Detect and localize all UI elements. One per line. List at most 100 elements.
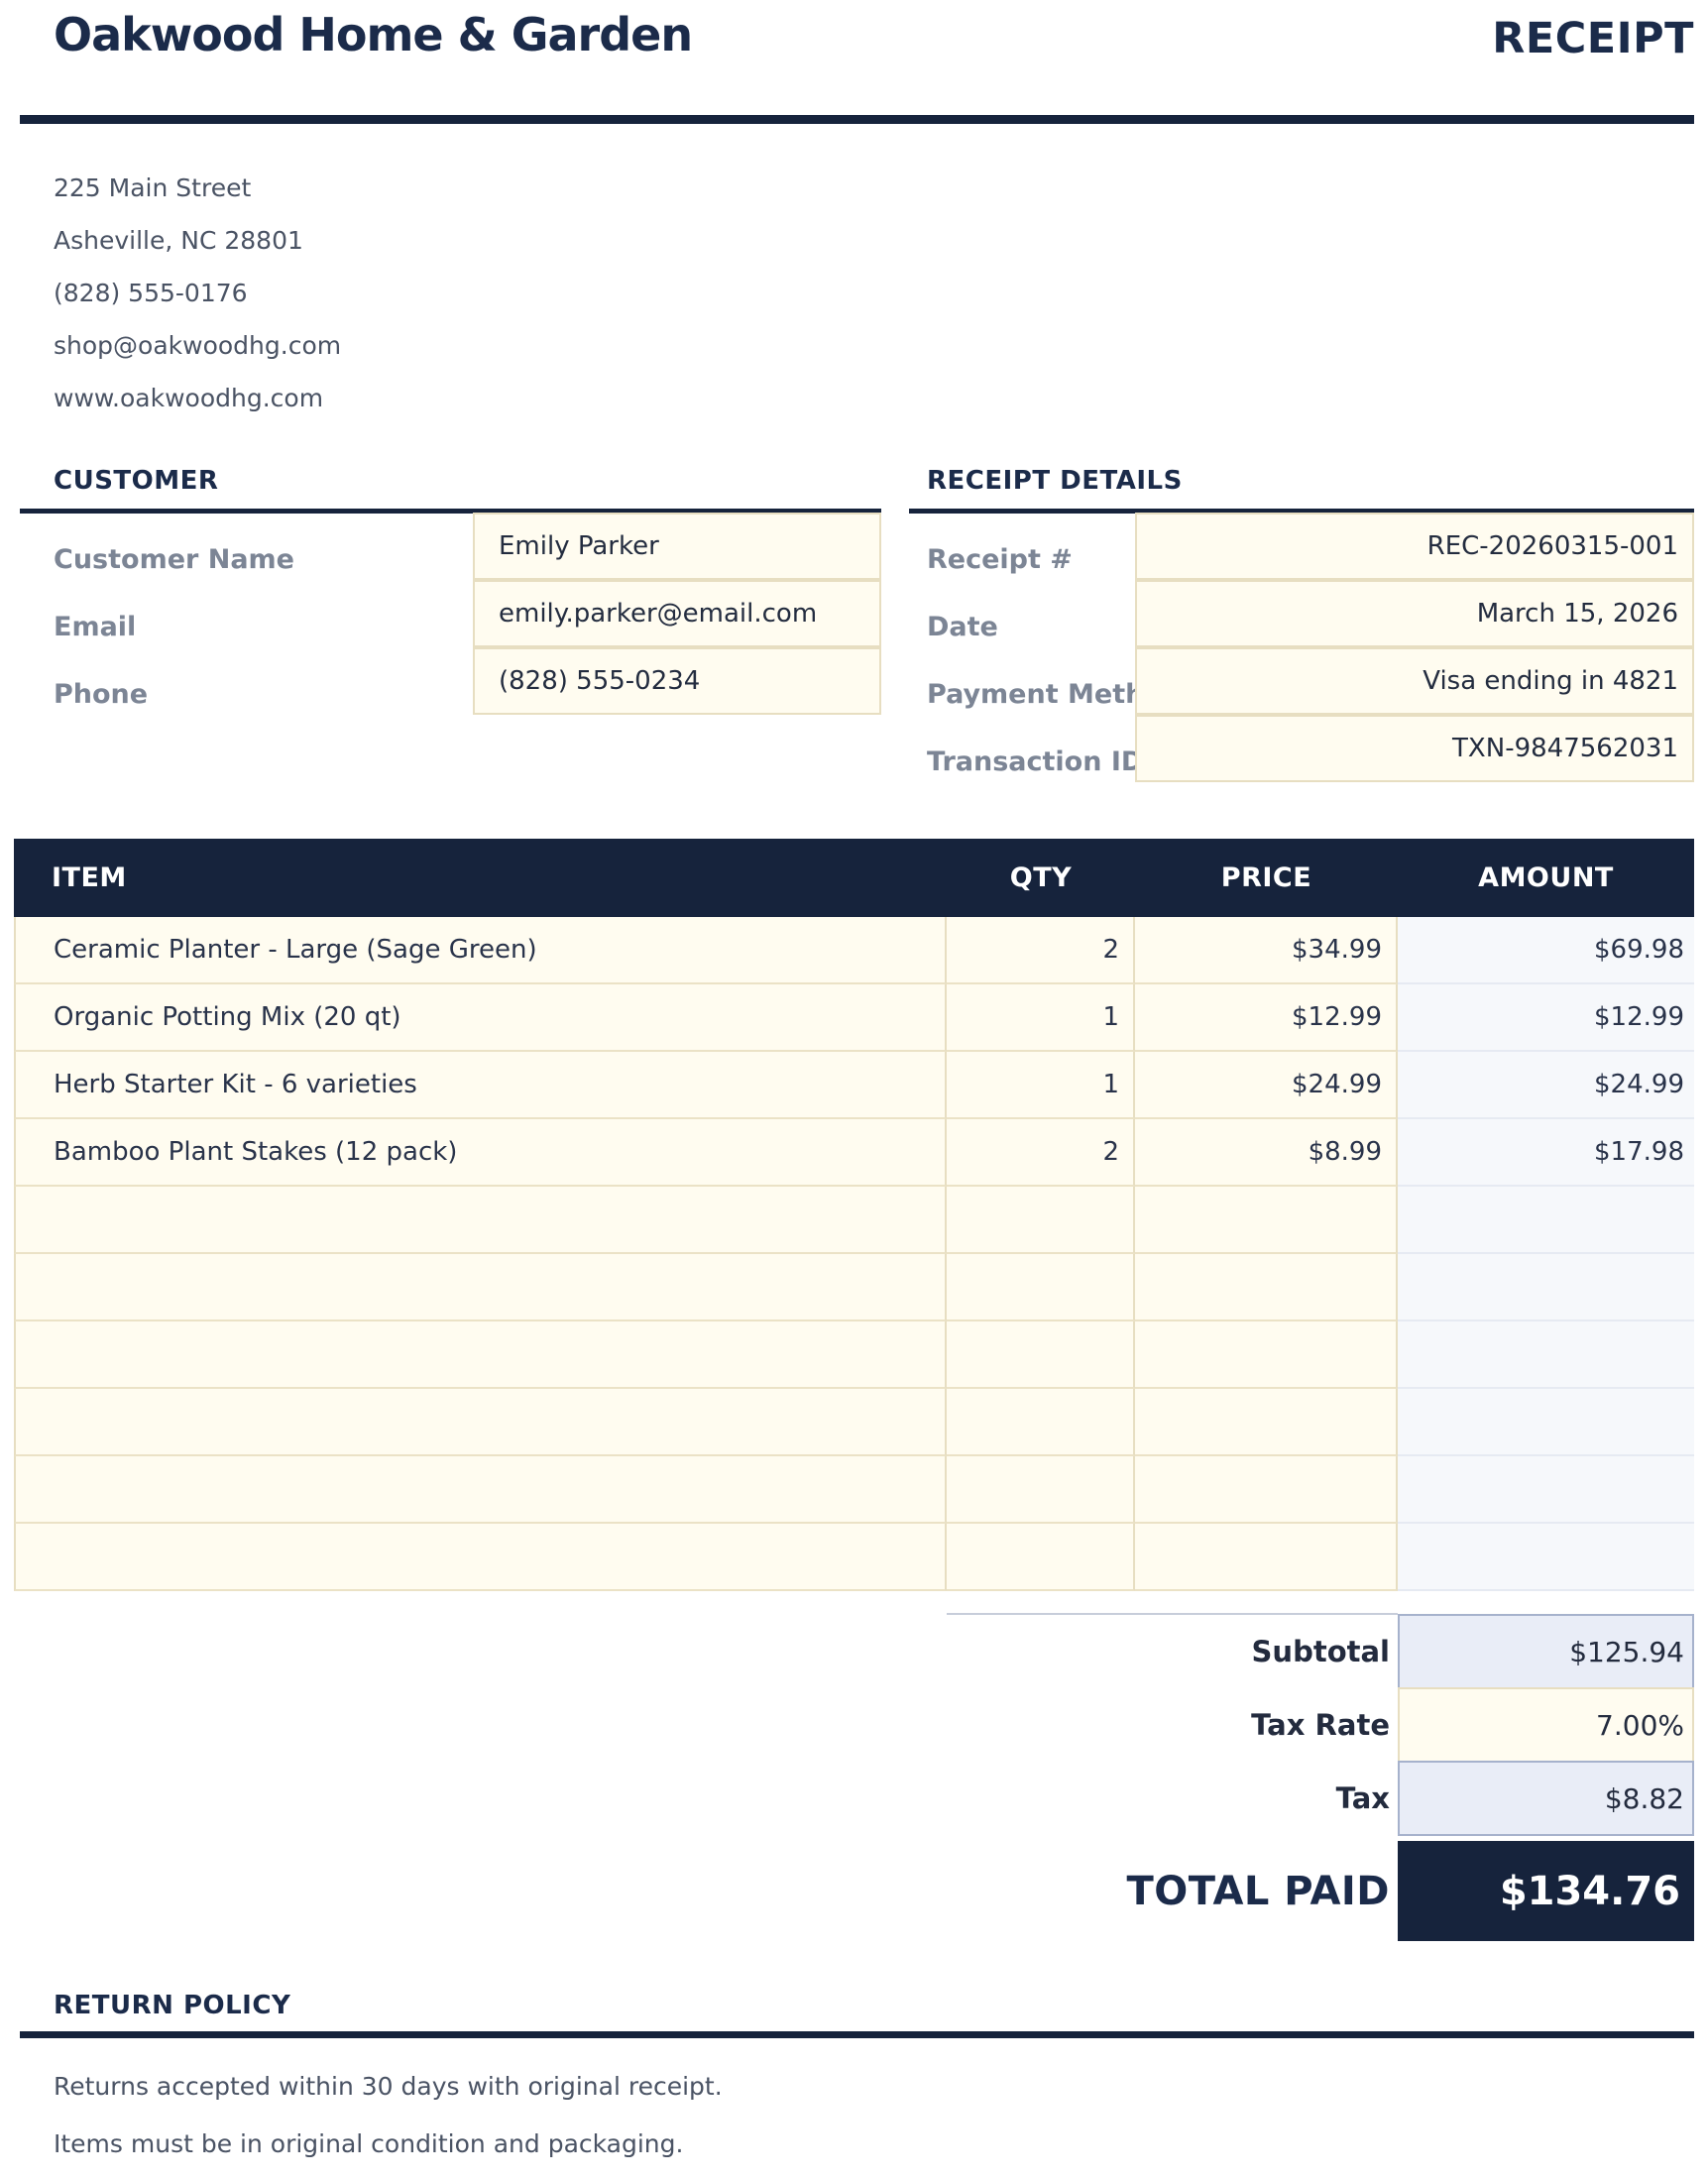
address-line-city: Asheville, NC 28801: [54, 226, 303, 255]
payment-method-value-box: Visa ending in 4821: [1135, 647, 1694, 715]
customer-email-value-box: emily.parker@email.com: [473, 580, 881, 647]
return-policy-divider: [20, 2031, 1694, 2038]
total-paid-label: TOTAL PAID: [1126, 1868, 1390, 1914]
receipt-date-value: March 15, 2026: [1476, 599, 1678, 629]
cell-item: [14, 1389, 947, 1456]
transaction-id-value: TXN-9847562031: [1452, 734, 1678, 763]
address-line-website: www.oakwoodhg.com: [54, 384, 324, 412]
cell-qty: [947, 1456, 1135, 1524]
payment-method-value: Visa ending in 4821: [1423, 666, 1678, 696]
return-policy-heading: RETURN POLICY: [54, 1991, 291, 2020]
customer-email-label: Email: [54, 612, 137, 642]
cell-amount: [1398, 1389, 1694, 1456]
table-row: Bamboo Plant Stakes (12 pack) 2 $8.99 $1…: [14, 1119, 1694, 1187]
cell-price: [1135, 1524, 1398, 1591]
cell-qty: [947, 1187, 1135, 1254]
cell-amount: [1398, 1524, 1694, 1591]
cell-price: [1135, 1187, 1398, 1254]
table-row-empty: [14, 1321, 1694, 1389]
table-row: Ceramic Planter - Large (Sage Green) 2 $…: [14, 917, 1694, 984]
customer-name-value-box: Emily Parker: [473, 513, 881, 580]
subtotal-value: $125.94: [1569, 1635, 1684, 1668]
cell-amount: $17.98: [1398, 1119, 1694, 1187]
cell-item: [14, 1456, 947, 1524]
customer-name-value: Emily Parker: [499, 531, 659, 561]
tax-rate-value: 7.00%: [1596, 1708, 1684, 1742]
cell-qty: [947, 1524, 1135, 1591]
company-address-block: 225 Main Street Asheville, NC 28801 (828…: [54, 162, 341, 424]
cell-qty: 1: [947, 1052, 1135, 1119]
cell-item: [14, 1187, 947, 1254]
tax-label: Tax: [1335, 1781, 1390, 1815]
cell-qty: [947, 1321, 1135, 1389]
cell-amount: $24.99: [1398, 1052, 1694, 1119]
customer-phone-label: Phone: [54, 679, 149, 710]
header-divider: [20, 115, 1694, 124]
column-header-amount: AMOUNT: [1478, 862, 1614, 893]
company-name: Oakwood Home & Garden: [54, 8, 693, 61]
receipt-details-section-heading: RECEIPT DETAILS: [927, 466, 1183, 496]
customer-name-label: Customer Name: [54, 544, 294, 575]
address-line-street: 225 Main Street: [54, 173, 252, 202]
cell-qty: 2: [947, 1119, 1135, 1187]
customer-email-value: emily.parker@email.com: [499, 599, 818, 629]
customer-section-divider: [20, 509, 881, 514]
cell-amount: [1398, 1456, 1694, 1524]
column-header-price: PRICE: [1220, 862, 1312, 893]
subtotal-label: Subtotal: [1251, 1635, 1390, 1668]
cell-item: [14, 1321, 947, 1389]
cell-amount: [1398, 1187, 1694, 1254]
cell-qty: [947, 1389, 1135, 1456]
subtotal-value-box: $125.94: [1398, 1614, 1694, 1689]
cell-price: $8.99: [1135, 1119, 1398, 1187]
column-header-qty: QTY: [1009, 862, 1073, 893]
cell-item: Ceramic Planter - Large (Sage Green): [14, 917, 947, 984]
address-line-phone: (828) 555-0176: [54, 279, 248, 307]
cell-price: [1135, 1321, 1398, 1389]
receipt-date-value-box: March 15, 2026: [1135, 580, 1694, 647]
tax-value-box: $8.82: [1398, 1761, 1694, 1836]
total-paid-value: $134.76: [1499, 1868, 1680, 1914]
cell-qty: [947, 1254, 1135, 1321]
items-table: ITEM QTY PRICE AMOUNT Ceramic Planter - …: [14, 839, 1694, 1591]
table-row: Organic Potting Mix (20 qt) 1 $12.99 $12…: [14, 984, 1694, 1052]
cell-price: $34.99: [1135, 917, 1398, 984]
receipt-details-section-divider: [909, 509, 1694, 514]
address-line-email: shop@oakwoodhg.com: [54, 331, 342, 360]
receipt-date-label: Date: [927, 612, 998, 642]
tax-rate-value-box: 7.00%: [1398, 1687, 1694, 1763]
receipt-number-value-box: REC-20260315-001: [1135, 513, 1694, 580]
cell-price: $24.99: [1135, 1052, 1398, 1119]
cell-qty: 1: [947, 984, 1135, 1052]
table-row-empty: [14, 1389, 1694, 1456]
cell-amount: [1398, 1321, 1694, 1389]
table-row-empty: [14, 1456, 1694, 1524]
cell-item: Bamboo Plant Stakes (12 pack): [14, 1119, 947, 1187]
return-policy-line: Items must be in original condition and …: [54, 2129, 684, 2158]
cell-price: $12.99: [1135, 984, 1398, 1052]
tax-value: $8.82: [1604, 1781, 1684, 1815]
column-header-item: ITEM: [52, 862, 127, 893]
items-table-header-row: ITEM QTY PRICE AMOUNT: [14, 839, 1694, 917]
cell-price: [1135, 1456, 1398, 1524]
cell-item: Organic Potting Mix (20 qt): [14, 984, 947, 1052]
cell-amount: $12.99: [1398, 984, 1694, 1052]
cell-qty: 2: [947, 917, 1135, 984]
transaction-id-label: Transaction ID: [927, 746, 1144, 777]
totals-top-divider: [947, 1613, 1398, 1615]
cell-amount: $69.98: [1398, 917, 1694, 984]
customer-phone-value-box: (828) 555-0234: [473, 647, 881, 715]
cell-price: [1135, 1389, 1398, 1456]
tax-rate-label: Tax Rate: [1251, 1708, 1390, 1742]
total-paid-value-box: $134.76: [1398, 1841, 1694, 1941]
table-row-empty: [14, 1187, 1694, 1254]
receipt-number-label: Receipt #: [927, 544, 1073, 575]
document-type-label: RECEIPT: [1492, 14, 1694, 63]
cell-item: Herb Starter Kit - 6 varieties: [14, 1052, 947, 1119]
cell-amount: [1398, 1254, 1694, 1321]
cell-item: [14, 1524, 947, 1591]
receipt-number-value: REC-20260315-001: [1426, 531, 1678, 561]
table-row-empty: [14, 1524, 1694, 1591]
transaction-id-value-box: TXN-9847562031: [1135, 715, 1694, 782]
